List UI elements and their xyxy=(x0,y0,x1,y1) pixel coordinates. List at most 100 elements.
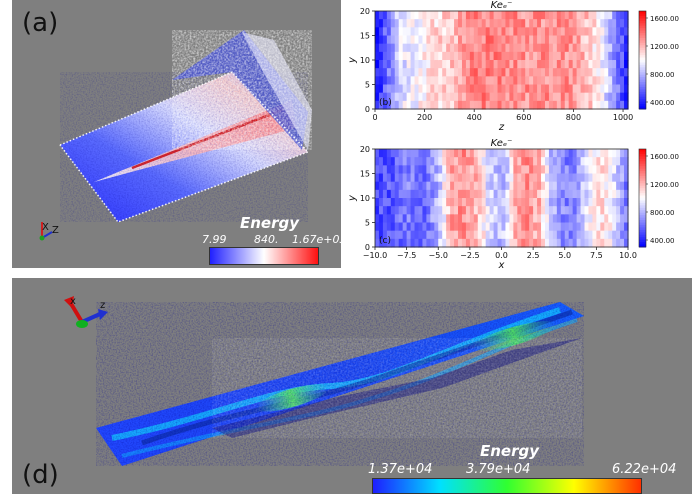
panel-c-cell xyxy=(592,181,597,191)
panel-b-colorbar-step xyxy=(639,57,646,61)
panel-c-cell xyxy=(600,206,605,215)
panel-b-ytick-label: 0 xyxy=(365,105,370,114)
panel-c-cell xyxy=(473,206,479,215)
panel-b-cell xyxy=(596,51,601,61)
panel-a-render: X Z (a) Energy 7.99 840. 1.67e+03 xyxy=(12,0,346,268)
panel-c-cell xyxy=(382,214,388,224)
panel-b-cell xyxy=(584,43,590,53)
panel-d-colorbar xyxy=(372,478,642,494)
panel-c-cell xyxy=(541,198,546,207)
panel-c-cell xyxy=(442,165,447,175)
panel-b-cell xyxy=(612,92,617,102)
panel-c-cell xyxy=(458,222,463,232)
panel-c-cell xyxy=(521,189,526,199)
panel-c-cell xyxy=(501,181,507,191)
panel-b-cell xyxy=(624,11,629,20)
panel-b-cell xyxy=(556,51,562,61)
panel-b-cell xyxy=(596,100,601,110)
panel-b-cell xyxy=(541,51,546,61)
panel-b-cell xyxy=(398,68,404,77)
panel-c-colorbar-step xyxy=(639,227,646,231)
panel-c-cell xyxy=(426,214,431,224)
panel-c-cell xyxy=(465,149,471,158)
panel-b-cell xyxy=(620,19,625,28)
panel-b-cell xyxy=(580,92,586,102)
panel-c-cell xyxy=(620,238,625,248)
panel-b-cell xyxy=(513,76,518,86)
panel-c-cell xyxy=(576,222,582,232)
panel-b-cell xyxy=(600,60,605,69)
panel-c-cell xyxy=(580,214,586,224)
panel-b-cell xyxy=(434,60,439,69)
panel-c-cell xyxy=(600,198,605,207)
panel-c-cell xyxy=(533,149,538,158)
panel-c-cell xyxy=(378,173,384,183)
panel-b-cell xyxy=(493,51,499,61)
panel-c-cell xyxy=(382,238,388,248)
panel-b-cell xyxy=(493,11,499,20)
panel-c-cell xyxy=(556,173,562,183)
panel-c-cell xyxy=(533,222,538,232)
panel-c-cell xyxy=(493,189,499,199)
panel-c-cell xyxy=(576,230,582,240)
panel-b-cell xyxy=(458,84,463,94)
panel-c-cell xyxy=(398,206,404,215)
panel-b-cell xyxy=(505,27,511,37)
panel-b-cell xyxy=(525,60,530,69)
panel-d-colorbar-title: Energy xyxy=(480,442,540,460)
panel-b-cell xyxy=(489,100,495,110)
panel-b-cell xyxy=(473,92,479,102)
panel-c-cell xyxy=(378,238,384,248)
panel-d-colorbar-min: 1.37e+04 xyxy=(368,462,433,477)
panel-c-cell xyxy=(375,149,380,158)
panel-b-cell xyxy=(521,84,526,94)
panel-c-xtick-label: −2.5 xyxy=(460,251,479,260)
panel-b-label: (b) xyxy=(379,98,392,108)
panel-c-cell xyxy=(572,238,578,248)
panel-c-cell xyxy=(465,189,471,199)
panel-b-cell xyxy=(430,92,435,102)
panel-b-cell xyxy=(458,92,463,102)
panel-b-cell xyxy=(576,43,582,53)
panel-c-cell xyxy=(461,173,467,183)
panel-b-cell xyxy=(465,92,471,102)
panel-c-cell xyxy=(501,165,507,175)
panel-b-cell xyxy=(461,68,467,77)
panel-b-cell xyxy=(438,19,443,28)
panel-b-cell xyxy=(517,19,522,28)
panel-b-cell xyxy=(446,84,451,94)
panel-b-cell xyxy=(568,51,574,61)
panel-c-cell xyxy=(548,206,554,215)
panel-b-cell xyxy=(521,11,526,20)
panel-b-cell xyxy=(604,100,609,110)
panel-b-cell xyxy=(481,11,487,20)
panel-c-cell xyxy=(608,222,613,232)
panel-c-cell xyxy=(552,238,558,248)
panel-c-cell xyxy=(386,222,392,232)
panel-b-colorbar-step xyxy=(639,72,646,76)
panel-b-cell xyxy=(620,92,625,102)
panel-c-cell xyxy=(588,189,594,199)
panel-c-cell xyxy=(608,157,613,166)
panel-c-cell xyxy=(564,230,570,240)
panel-b-cell xyxy=(382,43,388,53)
panel-c-cell xyxy=(469,157,475,166)
panel-b-cell xyxy=(513,60,518,69)
panel-c-cell xyxy=(390,222,396,232)
panel-b-colorbar-tick-label: 1600.00 xyxy=(650,15,679,23)
panel-b-cell xyxy=(509,100,514,110)
panel-c-cell xyxy=(473,157,479,166)
panel-b-cell xyxy=(485,35,491,45)
panel-d-volume: x z xyxy=(64,296,584,466)
panel-c-colorbar-step xyxy=(639,239,646,243)
panel-c-cell xyxy=(477,181,483,191)
panel-b-cell xyxy=(533,43,538,53)
panel-b-cell xyxy=(513,27,518,37)
panel-b-cell xyxy=(556,100,562,110)
panel-c-colorbar-step xyxy=(639,229,646,233)
panel-c-cell xyxy=(608,198,613,207)
panel-c-cell xyxy=(406,165,412,175)
panel-c-cell xyxy=(552,181,558,191)
panel-b-cell xyxy=(548,92,554,102)
panel-c-cell xyxy=(537,165,542,175)
